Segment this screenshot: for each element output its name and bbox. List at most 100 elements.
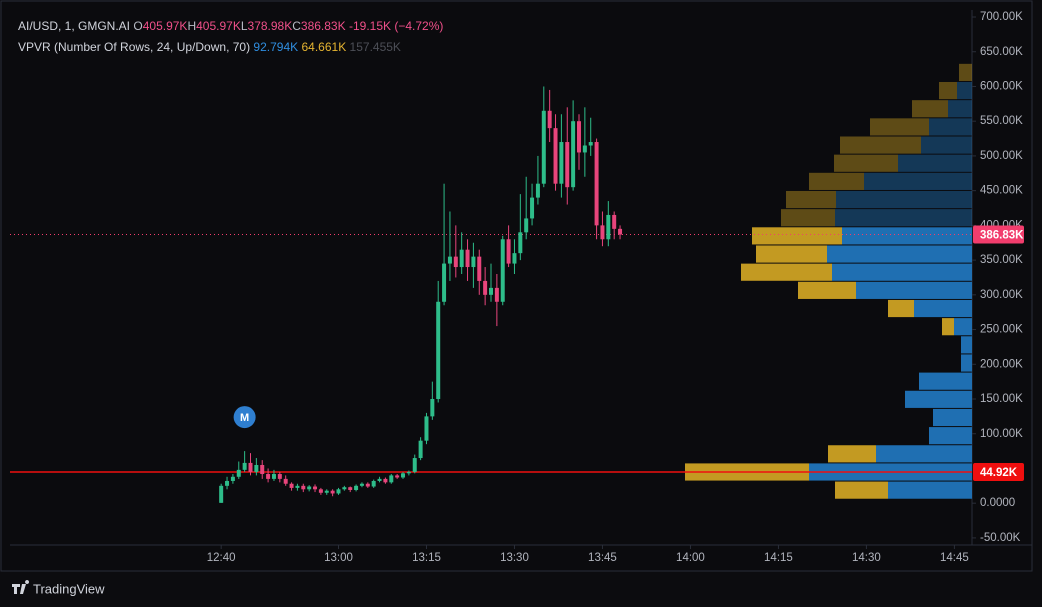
candle-body: [418, 440, 423, 459]
x-tick-label: 14:00: [676, 552, 705, 564]
y-tick-label: 600.00K: [980, 80, 1023, 92]
profile-down: [741, 263, 832, 281]
ohlc-letter: H: [187, 19, 197, 33]
candle-body: [524, 218, 529, 233]
candle-body: [600, 225, 605, 240]
ohlc-value: 386.83K: [300, 19, 346, 33]
candle-body: [477, 256, 482, 281]
candle-body: [389, 475, 394, 483]
candle-body: [318, 489, 323, 493]
candle-body: [506, 239, 511, 264]
y-tick-label: 200.00K: [980, 358, 1023, 370]
ohlc-letter: O: [133, 19, 143, 33]
x-tick-label: 14:15: [764, 552, 793, 564]
candle-body: [582, 145, 587, 153]
profile-down: [798, 281, 856, 299]
ohlc-letter: L: [240, 19, 248, 33]
candle-body: [559, 142, 564, 184]
candle-body: [289, 483, 294, 488]
event-marker: [233, 406, 256, 429]
candle-body: [530, 197, 535, 219]
profile-down: [912, 100, 948, 118]
y-tick-label: 250.00K: [980, 324, 1023, 336]
profile-up: [856, 281, 972, 299]
profile-down: [939, 82, 957, 100]
candle-body: [459, 249, 464, 268]
profile-up: [961, 354, 972, 372]
candle-body: [301, 485, 306, 490]
profile-up: [876, 445, 972, 463]
ohlc: O405.97KH405.97KL378.98KC386.83K: [133, 19, 345, 33]
logo-text: TradingView: [33, 581, 105, 596]
candle-body: [471, 256, 476, 268]
y-tick-label: 350.00K: [980, 254, 1023, 266]
candle-body: [483, 280, 488, 295]
candle-body: [383, 478, 388, 483]
candle-body: [447, 256, 452, 264]
candle-body: [277, 474, 282, 479]
candle-body: [230, 476, 235, 481]
candle-body: [336, 489, 341, 494]
y-tick-label: 500.00K: [980, 150, 1023, 162]
candle-body: [266, 474, 271, 479]
symbol: AI/USD, 1, GMGN.AI: [18, 19, 131, 33]
profile-down: [870, 118, 929, 136]
x-tick-label: 12:40: [207, 552, 236, 564]
price-box: [973, 225, 1024, 244]
indicator: VPVR (Number Of Rows, 24, Up/Down, 70): [18, 40, 251, 54]
profile-up: [957, 82, 972, 100]
candle-body: [359, 483, 364, 486]
profile-down: [835, 481, 888, 499]
candle-body: [489, 287, 493, 295]
profile-up: [929, 118, 972, 136]
profile-up: [919, 372, 972, 390]
x-tick-label: 14:30: [852, 552, 881, 564]
candle-body: [401, 473, 406, 478]
y-tick-label: 650.00K: [980, 46, 1023, 58]
profile-down: [756, 245, 827, 263]
candle-body: [500, 239, 505, 302]
y-tick-label: 700.00K: [980, 11, 1023, 23]
profile-up: [954, 318, 972, 336]
candle-body: [541, 110, 546, 184]
candle-body: [576, 121, 581, 153]
candle-body: [442, 263, 447, 302]
candle-body: [430, 399, 435, 417]
profile-up: [948, 100, 972, 118]
indicator-row: VPVR (Number Of Rows, 24, Up/Down, 70) 9…: [18, 37, 443, 58]
x-tick-label: 13:45: [588, 552, 617, 564]
candle-body: [348, 487, 353, 490]
candle-body: [377, 478, 382, 481]
y-tick-label: -50.00K: [980, 532, 1021, 544]
candle-body: [588, 142, 593, 146]
ohlc-value: 378.98K: [247, 19, 293, 33]
candle-body: [406, 471, 411, 474]
candle-body: [254, 464, 259, 472]
ohlc-value: 405.97K: [196, 19, 241, 33]
candle-body: [371, 480, 376, 487]
profile-down: [840, 136, 921, 154]
candle-body: [465, 249, 470, 268]
profile-down: [959, 63, 972, 82]
candle-body: [236, 469, 241, 477]
profile-down: [942, 318, 954, 336]
up-volume: 92.794K: [253, 40, 299, 54]
candle-body: [248, 462, 253, 472]
symbol-row: AI/USD, 1, GMGN.AI O405.97KH405.97KL378.…: [18, 16, 443, 37]
candle-body: [424, 416, 429, 441]
candle-body: [571, 121, 576, 188]
y-tick-label: 550.00K: [980, 115, 1023, 127]
logo-icon: [12, 580, 30, 594]
total-volume: 157.455K: [349, 40, 401, 54]
price-box-label: 386.83K: [980, 230, 1024, 242]
candle-body: [219, 485, 224, 503]
candle-body: [330, 490, 335, 494]
down-volume: 64.661K: [301, 40, 347, 54]
profile-up: [929, 427, 972, 445]
candle-body: [606, 214, 611, 240]
x-tick-label: 13:00: [324, 552, 353, 564]
candle-body: [354, 485, 359, 490]
candle-body: [535, 183, 540, 198]
